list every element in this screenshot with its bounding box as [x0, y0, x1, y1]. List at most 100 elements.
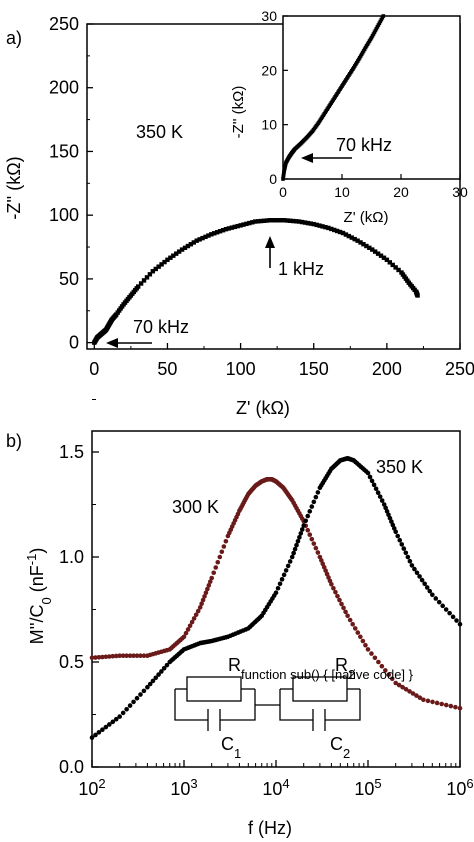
x-tick-label-a: 150: [299, 359, 329, 379]
y-tick-label-inset: 0: [269, 171, 277, 187]
x-tick-label-b: 105: [354, 776, 381, 800]
data-point-300k: [335, 593, 340, 599]
x-tick-label-a: 100: [226, 359, 256, 379]
data-point-a: [258, 218, 264, 224]
data-point-a: [302, 220, 308, 225]
data-point-300k: [309, 536, 315, 542]
data-point-300k: [305, 527, 311, 533]
data-point-300k: [96, 654, 102, 660]
data-point-300k: [315, 550, 321, 555]
data-point-350k: [295, 538, 301, 544]
x-tick-label-a: 250: [445, 359, 474, 379]
inset-plot: 0 10 20 30 0 10 20 30: [261, 8, 468, 200]
data-point-300k: [425, 698, 431, 704]
data-point-300k: [417, 695, 423, 700]
data-point-350k: [299, 527, 305, 532]
data-point-300k: [352, 626, 358, 631]
data-point-350k: [292, 546, 298, 552]
data-point-350k: [297, 535, 302, 540]
data-point-a: [378, 253, 384, 258]
data-point-a: [226, 226, 232, 231]
data-point-a: [415, 293, 420, 298]
data-point-300k: [117, 653, 122, 658]
data-point-300k: [203, 590, 209, 595]
data-point-350k: [113, 716, 119, 722]
data-point-a: [179, 247, 185, 252]
data-point-a: [135, 284, 141, 289]
data-point-350k: [138, 692, 143, 697]
y-tick-label-a: 250: [49, 14, 79, 34]
data-point-300k: [221, 544, 227, 549]
data-point-300k: [183, 630, 189, 636]
y-axis-label-b: M''/C0 (nF-1): [24, 548, 54, 645]
data-point-a: [285, 218, 290, 223]
data-point-350k: [311, 499, 317, 505]
data-point-a: [141, 278, 147, 283]
data-point-350k: [369, 478, 375, 484]
data-point-350k: [454, 618, 459, 623]
data-point-a: [264, 218, 270, 223]
data-point-300k: [410, 691, 416, 696]
data-point-a: [355, 238, 360, 243]
data-point-350k: [156, 672, 161, 677]
arrow-70khz-a: [106, 338, 152, 348]
data-point-350k: [422, 581, 427, 587]
data-point-300k: [199, 601, 204, 607]
data-point-a: [185, 243, 191, 249]
x-tick-label-inset: 10: [334, 184, 350, 200]
data-point-a: [320, 224, 325, 229]
data-point-350k: [117, 714, 122, 719]
data-point-300k: [191, 616, 197, 621]
data-point-350k: [294, 542, 299, 548]
data-point-a: [261, 218, 267, 223]
arrow-1khz: [265, 236, 275, 268]
data-point-a: [162, 259, 167, 265]
data-point-inset: [380, 16, 385, 20]
data-point-300k: [207, 579, 213, 584]
data-point-a: [223, 226, 229, 232]
data-point-300k: [113, 653, 119, 659]
data-point-300k: [376, 659, 381, 665]
data-point-300k: [453, 704, 458, 710]
data-point-300k: [403, 687, 409, 692]
data-point-300k: [217, 554, 223, 560]
data-point-300k: [434, 700, 440, 706]
data-point-300k: [103, 654, 109, 660]
data-point-a: [156, 264, 161, 269]
data-point-a: [232, 224, 237, 230]
x-tick-label-b: 104: [262, 776, 289, 800]
data-point-300k: [209, 575, 214, 581]
data-point-350k: [273, 590, 279, 595]
data-point-a: [364, 243, 369, 249]
data-point-350k: [124, 706, 129, 712]
data-point-a: [206, 233, 211, 238]
data-point-350k: [309, 504, 315, 509]
data-point-300k: [379, 663, 385, 669]
data-point-350k: [371, 482, 377, 488]
data-point-350k: [147, 681, 153, 687]
y-tick-label-inset: 30: [261, 8, 277, 24]
data-point-a: [194, 238, 199, 243]
x-axis-label-a: Z' (kΩ): [236, 398, 290, 418]
data-point-350k: [287, 559, 293, 564]
equivalent-circuit: [174, 676, 361, 731]
data-point-350k: [303, 518, 309, 524]
data-point-300k: [307, 532, 313, 537]
data-point-a: [323, 224, 328, 230]
data-point-300k: [141, 653, 147, 658]
data-point-inset: [376, 23, 381, 27]
data-point-350k: [107, 722, 112, 727]
series-b: [89, 456, 463, 740]
data-point-a: [182, 245, 188, 251]
y-axis-label-a: -Z'' (kΩ): [4, 156, 24, 219]
data-point-300k: [219, 549, 225, 555]
data-point-a: [314, 222, 319, 228]
y-tick-label-b: 0.0: [59, 757, 84, 777]
x-axis-label-b: f (Hz): [248, 818, 292, 838]
data-point-300k: [448, 703, 454, 709]
data-point-350k: [403, 550, 409, 556]
data-point-a: [171, 253, 176, 258]
data-point-300k: [313, 545, 319, 551]
